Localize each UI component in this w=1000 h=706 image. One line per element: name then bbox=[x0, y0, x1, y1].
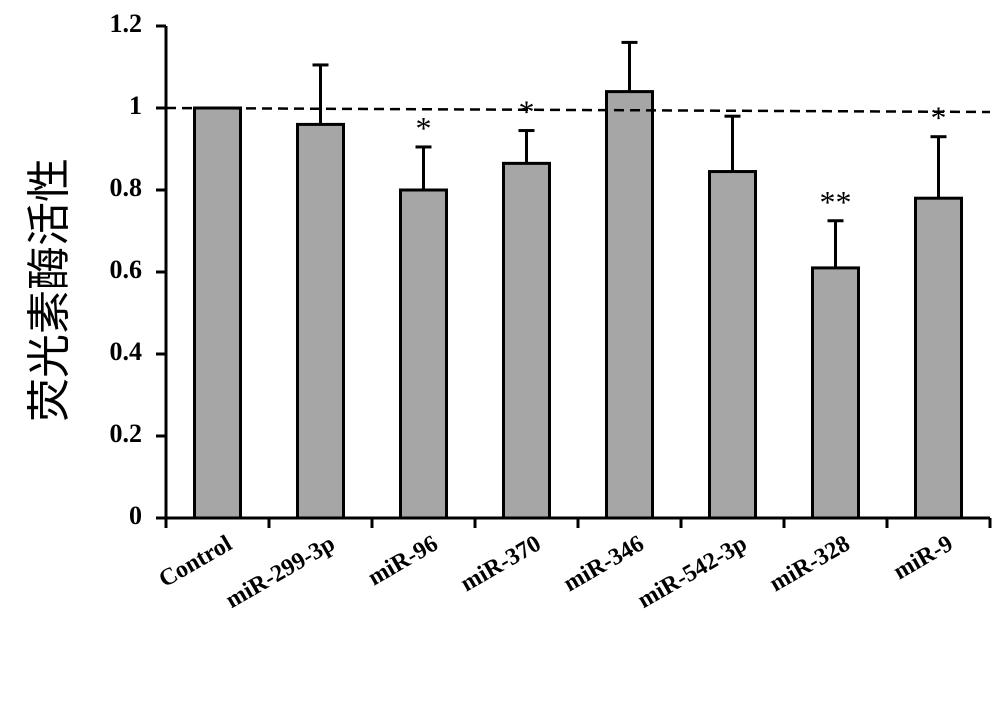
x-tick-label: miR-542-3p bbox=[633, 531, 751, 614]
y-tick-label: 0.8 bbox=[110, 173, 143, 202]
bar bbox=[605, 90, 654, 520]
y-tick-label: 0.6 bbox=[110, 255, 143, 284]
y-tick-label: 0 bbox=[129, 501, 142, 530]
y-axis: 0 0.2 0.4 0.6 0.8 1 1.2 bbox=[110, 9, 168, 530]
bar bbox=[811, 266, 860, 520]
x-tick-label: miR-96 bbox=[364, 531, 443, 592]
x-tick-label: miR-370 bbox=[456, 531, 545, 598]
y-tick-label: 1 bbox=[129, 91, 142, 120]
bar bbox=[399, 188, 448, 520]
significance-marker: * bbox=[416, 110, 432, 146]
reference-line bbox=[165, 106, 991, 114]
bar bbox=[502, 161, 551, 520]
bar bbox=[914, 196, 963, 520]
bar bbox=[708, 170, 757, 520]
y-tick-label: 1.2 bbox=[110, 9, 143, 38]
bar bbox=[193, 106, 242, 520]
x-tick-label: miR-328 bbox=[765, 531, 854, 598]
significance-marker: ** bbox=[820, 184, 852, 220]
significance-marker: * bbox=[931, 100, 947, 136]
x-tick-label: miR-299-3p bbox=[221, 531, 339, 614]
significance-marker: * bbox=[519, 94, 535, 130]
x-tick-label: miR-9 bbox=[889, 531, 957, 586]
x-tick-label: miR-346 bbox=[559, 531, 648, 598]
x-tick-label: Control bbox=[155, 531, 237, 593]
y-axis-title: 荧光素酶活性 bbox=[24, 158, 75, 422]
reference-line-group bbox=[165, 106, 991, 114]
bars: * **** bbox=[193, 40, 963, 520]
bar bbox=[296, 122, 345, 520]
y-tick-label: 0.2 bbox=[110, 419, 143, 448]
y-tick-label: 0.4 bbox=[110, 337, 143, 366]
